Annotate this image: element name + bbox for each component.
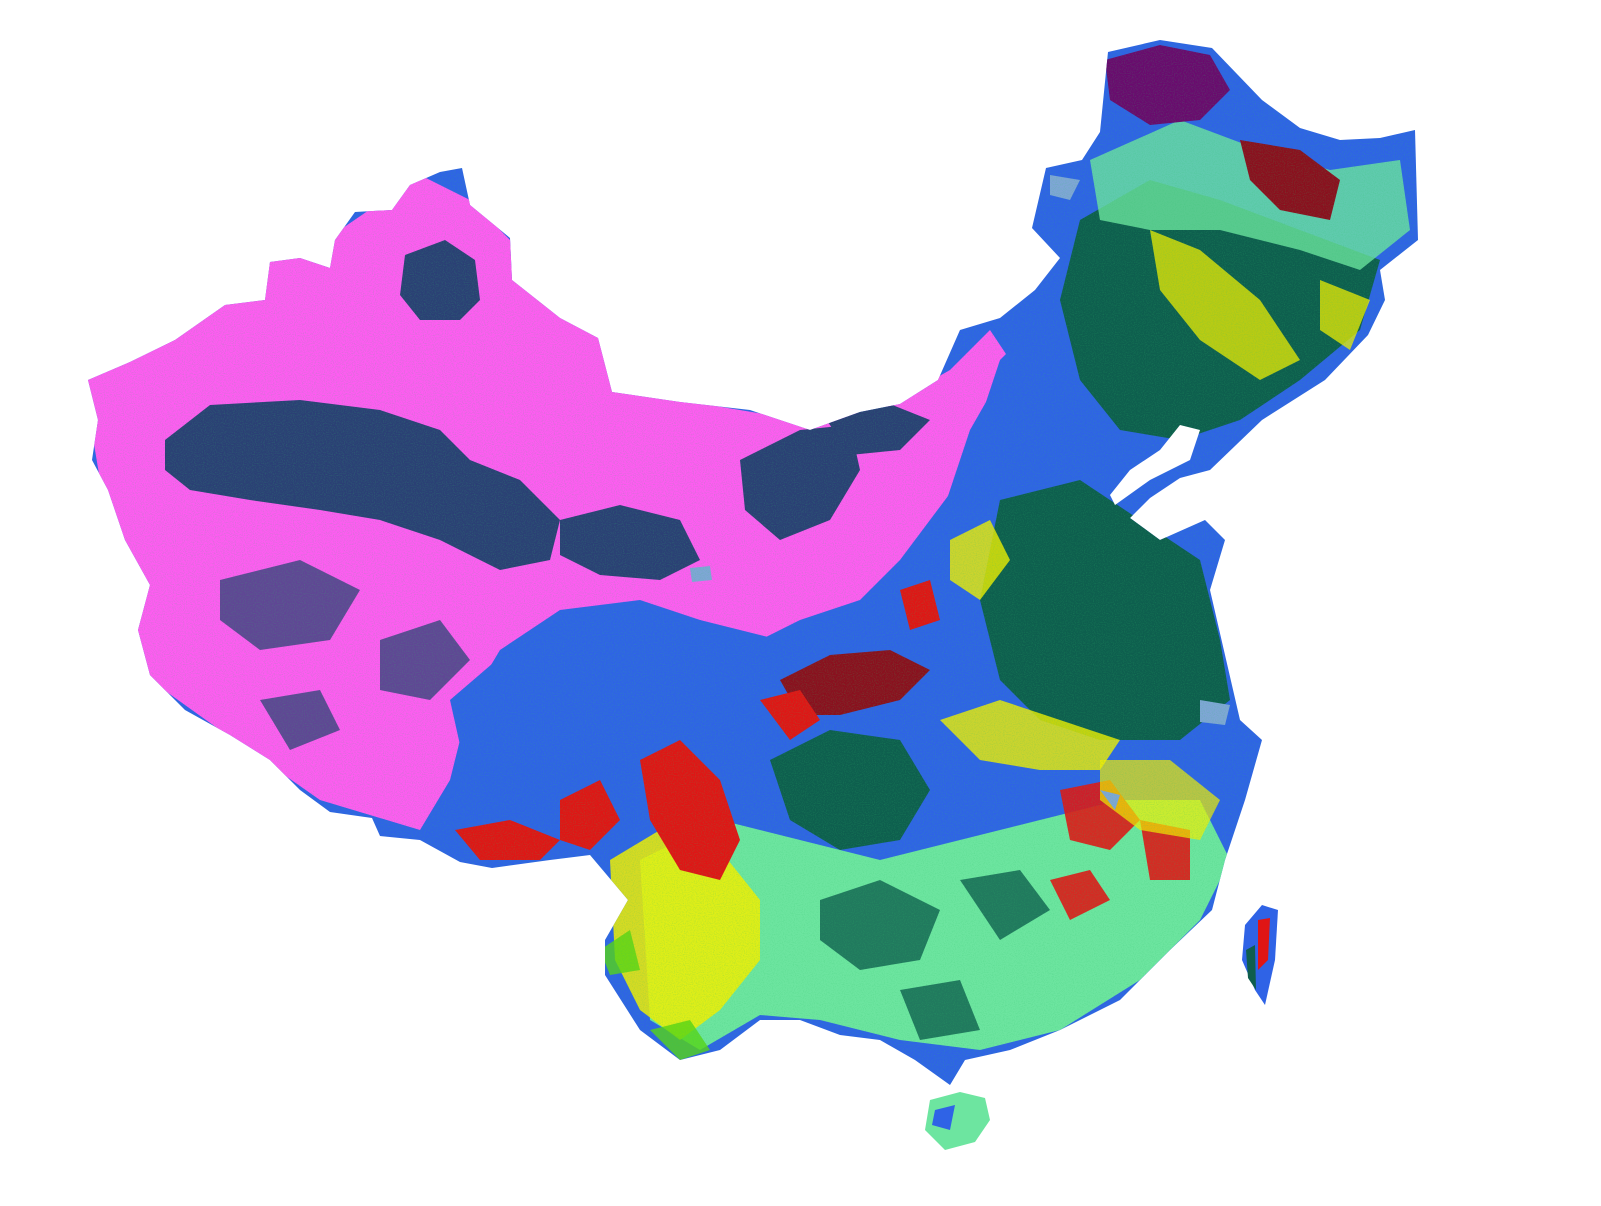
taiwan-island	[1242, 905, 1278, 1005]
hainan-island	[925, 1092, 990, 1150]
bohai-sea	[1110, 425, 1200, 505]
